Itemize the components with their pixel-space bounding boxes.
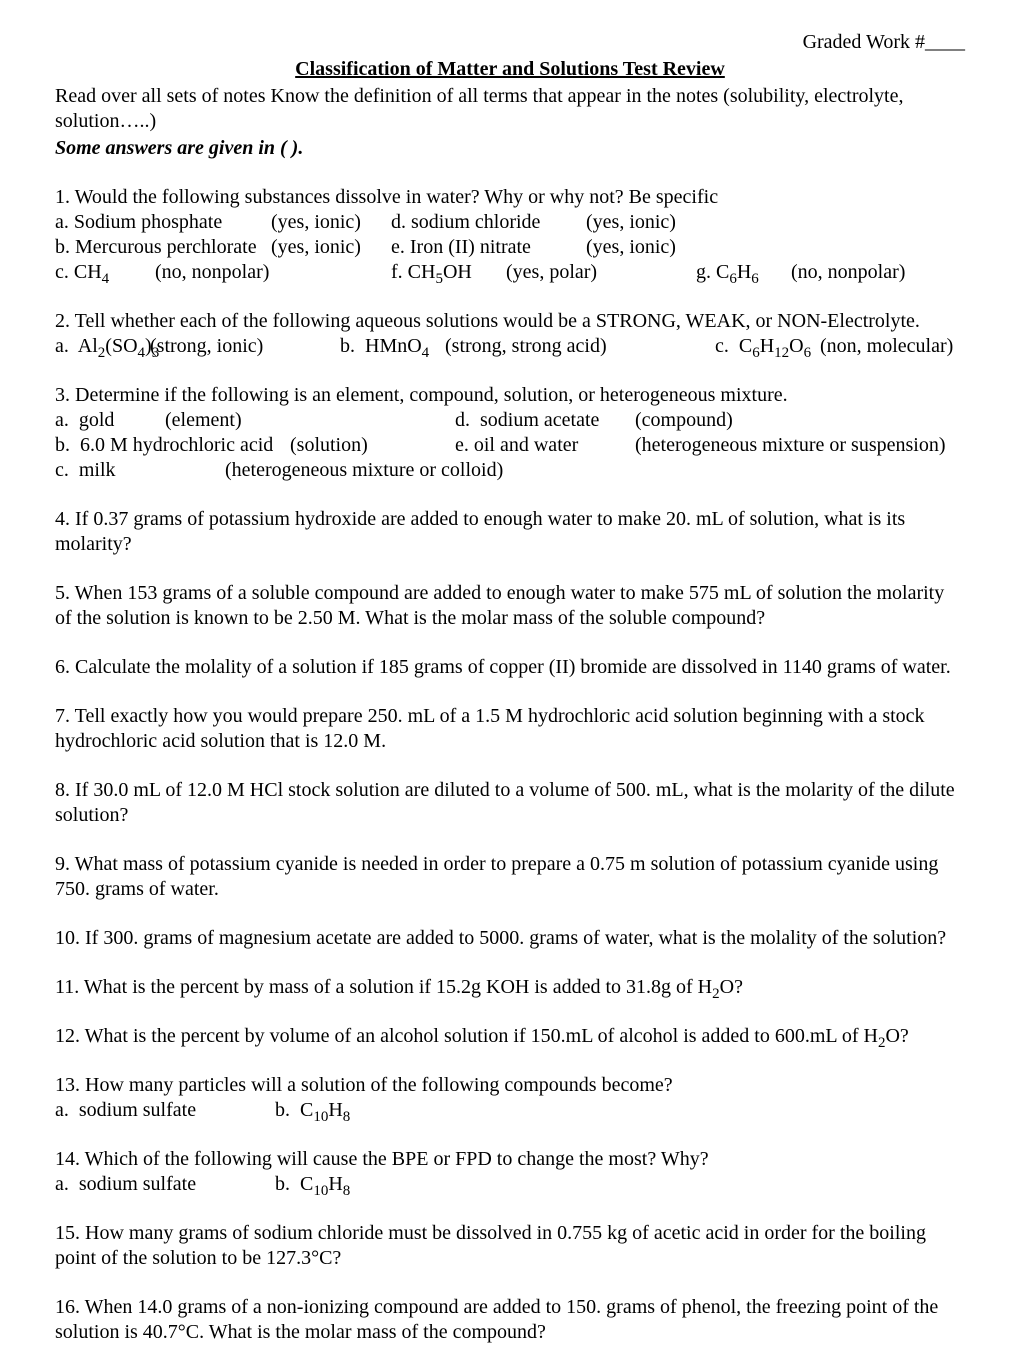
q3-a-answer: (element) bbox=[165, 408, 455, 433]
q2-c-answer: (non, molecular) bbox=[820, 334, 953, 359]
q13-a: a. sodium sulfate bbox=[55, 1098, 275, 1123]
q1-b-answer: (yes, ionic) bbox=[271, 235, 391, 260]
q1-b-label: b. Mercurous perchlorate bbox=[55, 235, 271, 260]
q1-e-answer: (yes, ionic) bbox=[586, 235, 676, 260]
q1-g-answer: (no, nonpolar) bbox=[791, 260, 905, 285]
q2-b-label: b. HMnO4 bbox=[340, 334, 445, 359]
q3-d-label: d. sodium acetate bbox=[455, 408, 635, 433]
q1-prompt: 1. Would the following substances dissol… bbox=[55, 185, 965, 210]
question-7: 7. Tell exactly how you would prepare 25… bbox=[55, 704, 965, 754]
q3-a-label: a. gold bbox=[55, 408, 165, 433]
question-11: 11. What is the percent by mass of a sol… bbox=[55, 975, 965, 1000]
q2-prompt: 2. Tell whether each of the following aq… bbox=[55, 309, 965, 334]
q3-c-answer: (heterogeneous mixture or colloid) bbox=[225, 458, 503, 483]
q3-b-label: b. 6.0 M hydrochloric acid bbox=[55, 433, 290, 458]
question-8: 8. If 30.0 mL of 12.0 M HCl stock soluti… bbox=[55, 778, 965, 828]
question-15: 15. How many grams of sodium chloride mu… bbox=[55, 1221, 965, 1271]
q3-c-label: c. milk bbox=[55, 458, 225, 483]
question-12: 12. What is the percent by volume of an … bbox=[55, 1024, 965, 1049]
q1-d-answer: (yes, ionic) bbox=[586, 210, 676, 235]
q1-a-answer: (yes, ionic) bbox=[271, 210, 391, 235]
q1-f-label: f. CH5OH bbox=[391, 260, 506, 285]
q14-b: b. C10H8 bbox=[275, 1172, 350, 1197]
intro-text-1: Read over all sets of notes Know the def… bbox=[55, 84, 965, 134]
page-title: Classification of Matter and Solutions T… bbox=[55, 57, 965, 82]
question-5: 5. When 153 grams of a soluble compound … bbox=[55, 581, 965, 631]
q1-g-label: g. C6H6 bbox=[696, 260, 791, 285]
intro-text-2: Some answers are given in ( ). bbox=[55, 136, 965, 161]
q3-e-answer: (heterogeneous mixture or suspension) bbox=[635, 433, 945, 458]
q13-prompt: 13. How many particles will a solution o… bbox=[55, 1073, 965, 1098]
question-4: 4. If 0.37 grams of potassium hydroxide … bbox=[55, 507, 965, 557]
q3-prompt: 3. Determine if the following is an elem… bbox=[55, 383, 965, 408]
q14-a: a. sodium sulfate bbox=[55, 1172, 275, 1197]
question-2: 2. Tell whether each of the following aq… bbox=[55, 309, 965, 359]
q1-d-label: d. sodium chloride bbox=[391, 210, 586, 235]
question-10: 10. If 300. grams of magnesium acetate a… bbox=[55, 926, 965, 951]
q1-c-label: c. CH4 bbox=[55, 260, 155, 285]
question-6: 6. Calculate the molality of a solution … bbox=[55, 655, 965, 680]
q3-b-answer: (solution) bbox=[290, 433, 455, 458]
q14-prompt: 14. Which of the following will cause th… bbox=[55, 1147, 965, 1172]
graded-work-header: Graded Work #____ bbox=[55, 30, 965, 55]
q2-c-label: c. C6H12O6 bbox=[715, 334, 820, 359]
q3-d-answer: (compound) bbox=[635, 408, 733, 433]
q2-a-label: a. Al2(SO4)3 bbox=[55, 334, 150, 359]
q1-c-answer: (no, nonpolar) bbox=[155, 260, 391, 285]
question-9: 9. What mass of potassium cyanide is nee… bbox=[55, 852, 965, 902]
question-16: 16. When 14.0 grams of a non-ionizing co… bbox=[55, 1295, 965, 1345]
q13-b: b. C10H8 bbox=[275, 1098, 350, 1123]
q2-b-answer: (strong, strong acid) bbox=[445, 334, 715, 359]
q1-e-label: e. Iron (II) nitrate bbox=[391, 235, 586, 260]
q2-a-answer: (strong, ionic) bbox=[150, 334, 340, 359]
q3-e-label: e. oil and water bbox=[455, 433, 635, 458]
question-3: 3. Determine if the following is an elem… bbox=[55, 383, 965, 483]
question-13: 13. How many particles will a solution o… bbox=[55, 1073, 965, 1123]
q1-f-answer: (yes, polar) bbox=[506, 260, 696, 285]
q1-a-label: a. Sodium phosphate bbox=[55, 210, 271, 235]
question-14: 14. Which of the following will cause th… bbox=[55, 1147, 965, 1197]
question-1: 1. Would the following substances dissol… bbox=[55, 185, 965, 285]
